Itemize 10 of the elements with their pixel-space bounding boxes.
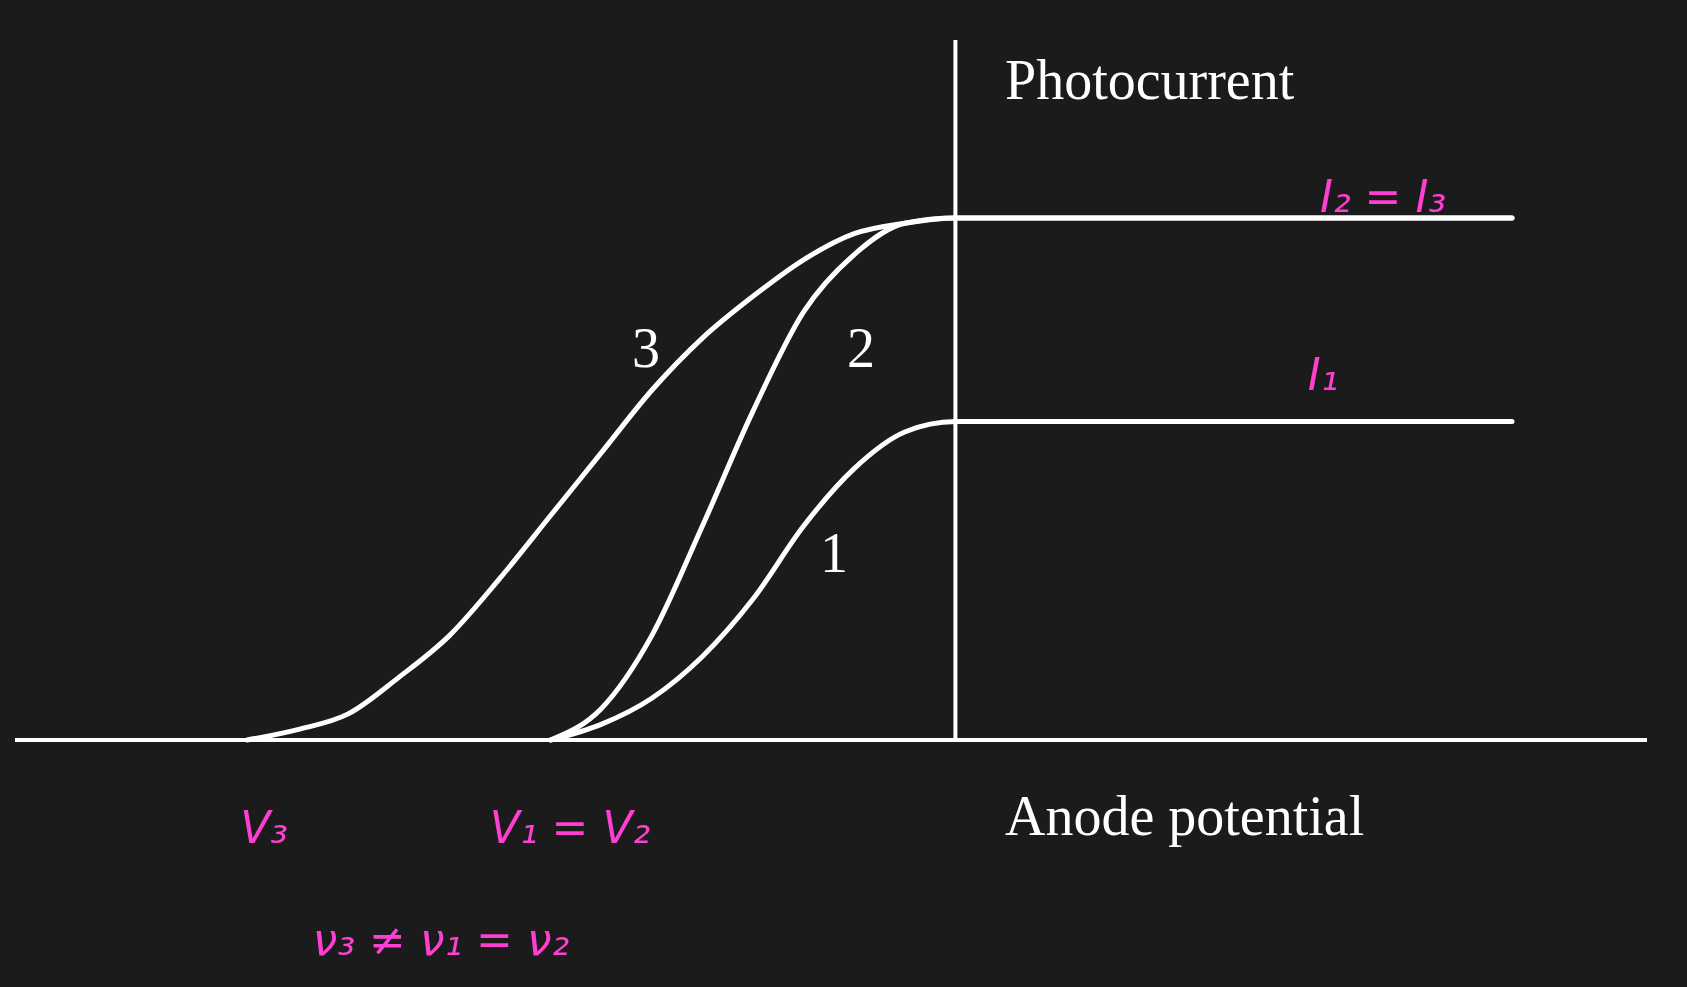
text: V₃ (240, 802, 288, 853)
text: ν₃ ≠ ν₁ = ν₂ (312, 914, 570, 965)
y-axis-title: Photocurrent (1005, 49, 1295, 111)
text: V₁ = V₂ (489, 802, 651, 853)
x-axis-title: Anode potential (1005, 785, 1365, 847)
series-label: 3 (632, 317, 660, 379)
series-label: 1 (820, 522, 848, 584)
series-label: 2 (847, 317, 875, 379)
annotation: I₂ = I₃ (1319, 171, 1447, 222)
annotation: I₁ (1307, 349, 1339, 400)
